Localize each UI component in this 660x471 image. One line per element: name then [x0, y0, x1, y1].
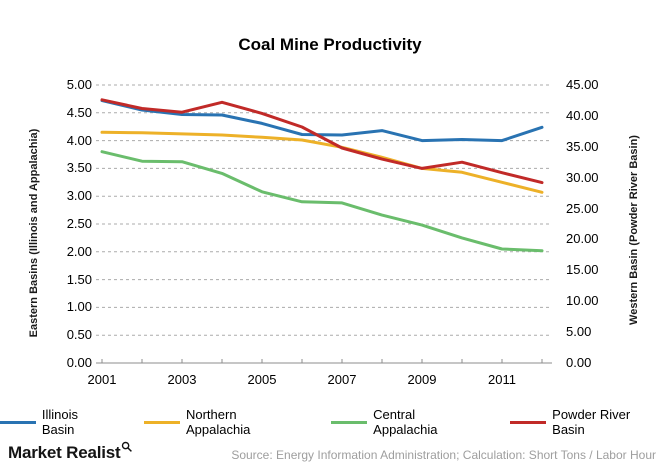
right-axis-tick-label: 45.00 — [566, 77, 599, 92]
right-axis-tick-label: 15.00 — [566, 262, 599, 278]
legend-item: Central Appalachia — [331, 407, 476, 437]
right-axis-tick-label: 35.00 — [566, 138, 599, 154]
left-axis-tick-label: 0.00 — [66, 355, 92, 370]
left-axis-tick-label: 3.00 — [66, 188, 92, 204]
right-axis-tick-label: 25.00 — [566, 200, 599, 216]
legend-label: Powder River Basin — [552, 407, 631, 437]
series-line-illinois-basin — [100, 99, 544, 143]
x-axis-tick-label: 2007 — [327, 372, 357, 387]
x-axis-tick-label: 2009 — [407, 372, 437, 387]
legend-marker — [510, 420, 547, 424]
legend-marker — [331, 420, 368, 424]
legend-label: Illinois Basin — [41, 407, 78, 437]
legend-label: Northern Appalachia — [185, 407, 251, 437]
left-axis-tick-label: 2.00 — [66, 243, 92, 259]
left-axis-tick-label: 1.50 — [66, 271, 92, 287]
legend-item: Northern Appalachia — [144, 407, 297, 437]
left-axis-tick-label: 2.50 — [66, 216, 92, 231]
legend-marker — [144, 420, 180, 424]
left-axis-tick-label: 4.50 — [66, 104, 92, 120]
brand-logo: Market Realist — [8, 441, 133, 463]
legend-marker — [0, 420, 36, 424]
x-axis-tick-label: 2003 — [167, 372, 197, 387]
legend-item: Illinois Basin — [0, 407, 110, 437]
right-axis-tick-label: 0.00 — [566, 355, 592, 370]
x-axis-tick-label: 2001 — [87, 372, 117, 387]
series-line-central-appalachia — [100, 150, 544, 253]
left-axis-tick-label: 0.50 — [66, 327, 92, 343]
right-axis-tick-label: 30.00 — [566, 169, 599, 185]
legend-label: Central Appalachia — [373, 407, 438, 437]
right-axis-tick-label: 20.00 — [566, 231, 599, 247]
left-axis-tick-label: 5.00 — [66, 77, 92, 92]
source-text: Source: Energy Information Administratio… — [231, 448, 656, 462]
left-axis-tick-label: 3.50 — [66, 160, 92, 176]
right-axis-tick-label: 5.00 — [566, 324, 592, 340]
brand-text: Market Realist — [8, 443, 121, 462]
right-axis-tick-label: 10.00 — [566, 293, 599, 309]
series-line-northern-appalachia — [100, 130, 544, 194]
x-axis-tick-label: 2011 — [488, 372, 516, 387]
left-axis-tick-label: 1.00 — [66, 299, 92, 315]
series-line-powder-river-basin — [100, 98, 544, 185]
left-axis-tick-label: 4.00 — [66, 132, 92, 148]
magnifier-icon — [121, 438, 133, 457]
x-axis-tick-label: 2005 — [247, 372, 277, 387]
legend: Illinois Basin Northern Appalachia Central… — [0, 407, 660, 437]
legend-item: Powder River Basin — [510, 407, 660, 437]
chart-title: Coal Mine Productivity — [238, 35, 422, 54]
right-axis-tick-label: 40.00 — [566, 107, 599, 123]
